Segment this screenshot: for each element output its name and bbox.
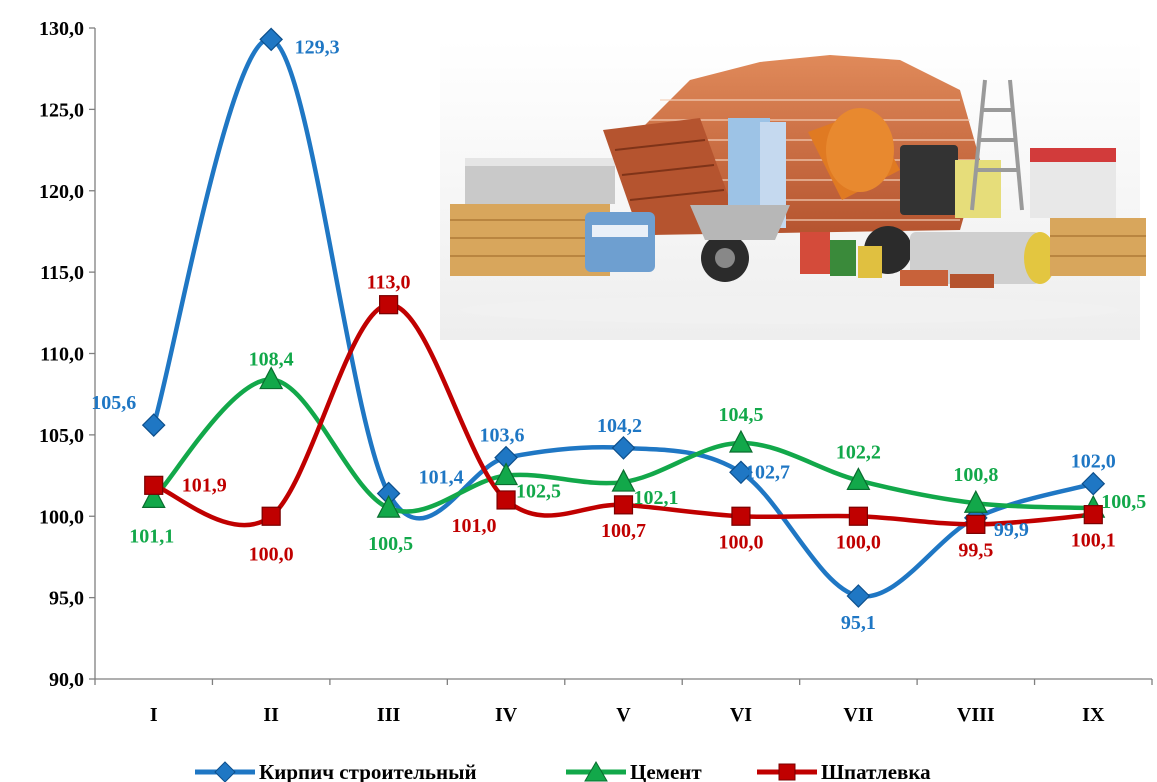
data-label: 102,0 — [1071, 451, 1116, 473]
series-line-2 — [151, 377, 1096, 514]
data-point — [376, 494, 401, 518]
data-point — [966, 514, 986, 534]
y-tick-label: 100,0 — [39, 506, 84, 528]
legend-marker-1 — [214, 761, 236, 782]
series-line-3 — [151, 302, 1096, 528]
x-tick-label: VII — [843, 704, 873, 726]
x-tick-label: VI — [730, 704, 752, 726]
data-label: 104,2 — [597, 415, 642, 437]
legend-marker-3 — [778, 763, 796, 781]
data-label: 100,0 — [249, 543, 294, 565]
data-label: 102,7 — [745, 461, 790, 483]
data-point — [259, 27, 284, 52]
legend-marker-2 — [584, 761, 608, 782]
legend-item-2: Цемент — [566, 760, 702, 782]
data-label: 100,7 — [601, 520, 646, 542]
data-label: 103,6 — [480, 425, 525, 447]
data-point — [141, 413, 166, 437]
legend: Кирпич строительный Цемент Шпатлевка — [195, 760, 931, 782]
data-point — [848, 506, 868, 526]
x-tick-label: IX — [1082, 704, 1105, 726]
data-point — [141, 485, 166, 508]
y-tick-label: 90,0 — [49, 669, 84, 691]
x-tick-label: IV — [495, 704, 518, 726]
data-label: 100,1 — [1071, 530, 1116, 552]
data-point — [729, 460, 753, 485]
data-point — [379, 295, 399, 315]
y-tick-label: 105,0 — [39, 425, 84, 447]
data-label: 100,5 — [368, 533, 413, 555]
data-point — [496, 490, 516, 510]
data-point — [611, 436, 636, 460]
data-label: 129,3 — [295, 36, 340, 58]
data-label: 105,6 — [91, 392, 136, 414]
data-point — [731, 506, 751, 526]
y-tick-label: 95,0 — [49, 588, 84, 610]
x-tick-label: II — [263, 704, 279, 726]
data-point — [613, 495, 634, 515]
y-tick-label: 130,0 — [39, 18, 84, 40]
data-label: 100,0 — [718, 531, 763, 553]
data-label: 101,9 — [182, 474, 227, 496]
x-tick-label: I — [150, 704, 158, 726]
data-point — [611, 468, 636, 492]
legend-label-1: Кирпич строительный — [259, 760, 477, 782]
data-label: 101,0 — [452, 515, 497, 537]
data-point — [963, 489, 988, 513]
y-axis-ticks: 90,0 95,0 100,0 105,0 110,0 115,0 120,0 125,0 13… — [39, 18, 95, 691]
data-label: 100,5 — [1101, 491, 1146, 513]
data-point — [494, 462, 519, 486]
x-axis-ticks: I II III IV V VI VII VIII IX — [94, 679, 1153, 726]
data-point — [846, 584, 871, 608]
data-point — [846, 467, 871, 491]
data-label: 101,1 — [129, 525, 174, 547]
data-label: 102,2 — [836, 441, 881, 463]
building-materials-picture — [440, 40, 1146, 340]
legend-item-1: Кирпич строительный — [195, 760, 477, 782]
data-label: 99,9 — [994, 519, 1029, 541]
y-tick-label: 115,0 — [40, 262, 84, 284]
data-label: 100,8 — [953, 464, 998, 486]
x-tick-label: VIII — [957, 704, 995, 726]
data-point — [144, 475, 164, 495]
x-tick-label: V — [616, 704, 631, 726]
data-label: 99,5 — [958, 539, 993, 561]
data-point — [1081, 471, 1106, 496]
data-label: 104,5 — [718, 404, 763, 426]
data-label: 102,1 — [634, 487, 679, 509]
data-point — [259, 366, 284, 390]
data-label: 101,4 — [419, 466, 464, 488]
data-labels: 105,6 129,3 101,4 103,6 104,2 102,7 95,1 99,9 10… — [91, 36, 1146, 634]
data-point — [1083, 505, 1103, 525]
data-label: 113,0 — [367, 272, 411, 294]
data-point — [728, 429, 753, 453]
legend-label-2: Цемент — [630, 760, 702, 782]
series-layer — [141, 27, 1106, 608]
y-tick-label: 110,0 — [40, 344, 84, 366]
legend-item-3: Шпатлевка — [757, 760, 931, 782]
legend-label-3: Шпатлевка — [821, 760, 931, 782]
x-tick-label: III — [377, 704, 401, 726]
y-tick-label: 125,0 — [39, 99, 84, 121]
y-tick-label: 120,0 — [39, 181, 84, 203]
data-label: 100,0 — [836, 531, 881, 553]
data-label: 95,1 — [841, 612, 876, 634]
data-label: 108,4 — [249, 349, 294, 371]
data-label: 102,5 — [516, 481, 561, 503]
data-point — [261, 506, 281, 526]
